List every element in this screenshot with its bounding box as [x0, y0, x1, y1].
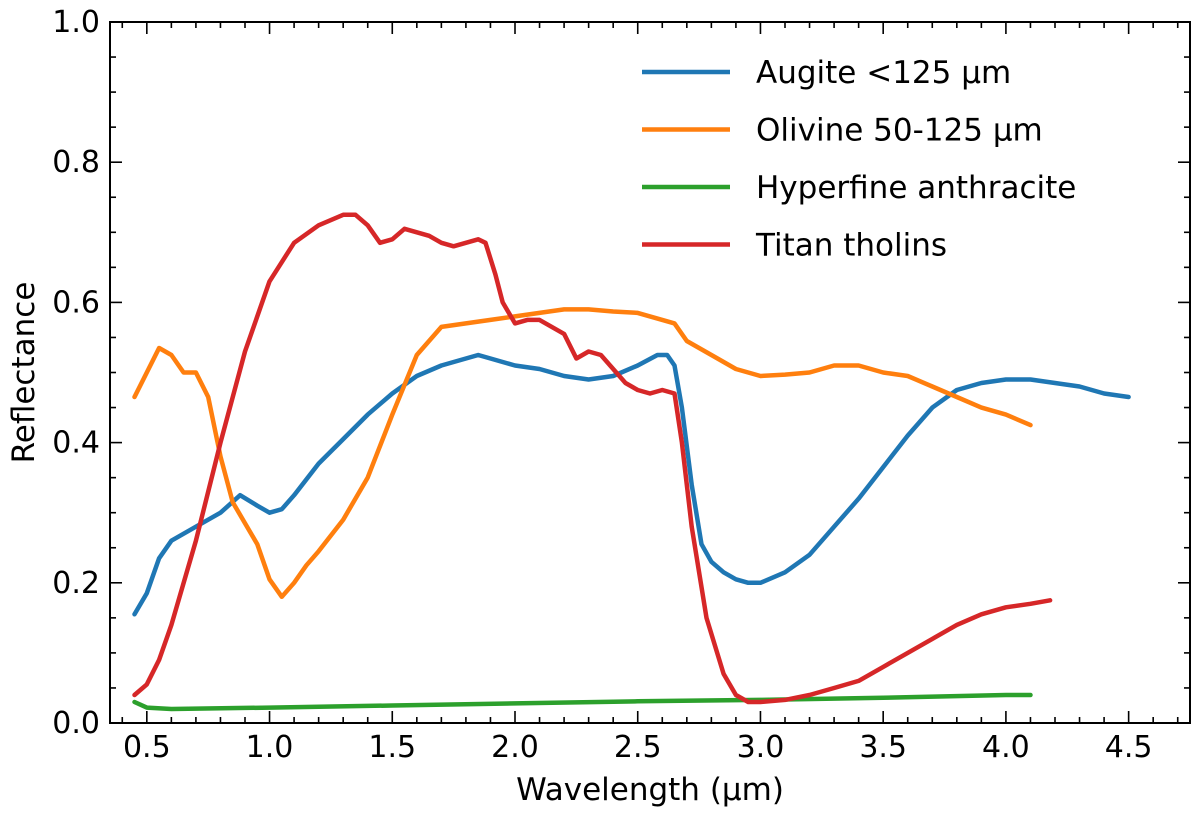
axis-ticks	[110, 21, 1190, 724]
y-axis-label: Reflectance	[6, 282, 42, 464]
y-tick-label: 0.0	[52, 706, 100, 741]
legend-label-2: Hyperfine anthracite	[756, 170, 1076, 206]
legend-label-3: Titan tholins	[755, 228, 947, 264]
series-line-3	[132, 212, 1053, 705]
series-line-0	[132, 352, 1131, 617]
tick-labels: 0.5 1.0 1.5 2.0 2.5 3.0 3.5 4.0 4.5 0.0 0.2 0.4 0.6 0…	[52, 5, 1152, 765]
x-tick-label: 3.0	[737, 730, 785, 765]
x-tick-label: 4.5	[1105, 730, 1153, 765]
x-tick-label: 3.5	[859, 730, 907, 765]
y-tick-label: 0.2	[52, 566, 100, 601]
legend-label-1: Olivine 50-125 µm	[756, 113, 1043, 149]
x-tick-label: 1.0	[246, 730, 294, 765]
series-line-1	[132, 307, 1033, 600]
x-tick-label: 1.5	[368, 730, 416, 765]
x-axis-label: Wavelength (µm)	[516, 772, 784, 808]
legend-label-0: Augite <125 µm	[756, 55, 1011, 91]
legend: Augite <125 µm Olivine 50-125 µm Hyperfine…	[642, 55, 1076, 264]
y-tick-label: 0.4	[52, 426, 100, 461]
x-tick-label: 4.0	[982, 730, 1030, 765]
y-tick-label: 0.6	[52, 285, 100, 320]
series-layer	[132, 212, 1131, 712]
x-tick-label: 2.0	[491, 730, 539, 765]
series-line-2	[132, 692, 1033, 712]
y-tick-label: 1.0	[52, 5, 100, 40]
x-tick-label: 2.5	[614, 730, 662, 765]
x-tick-label: 0.5	[123, 730, 171, 765]
y-tick-label: 0.8	[52, 145, 100, 180]
